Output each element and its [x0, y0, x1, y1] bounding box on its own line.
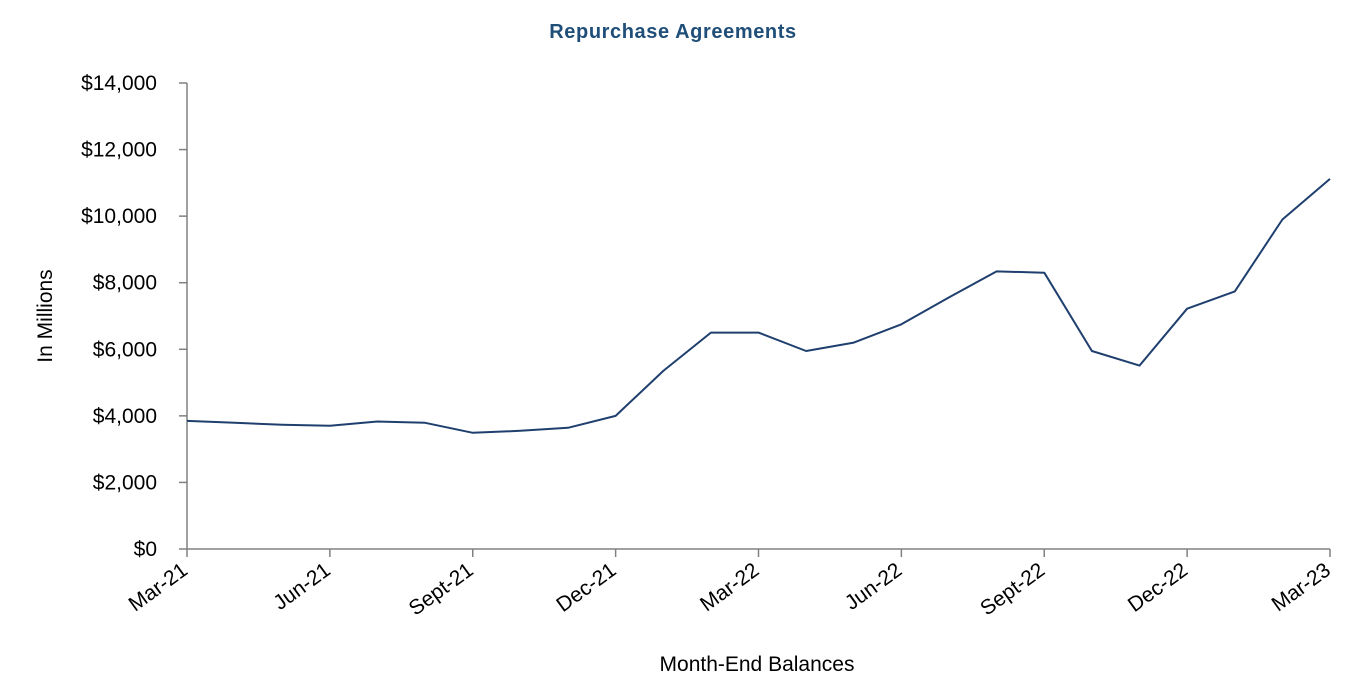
x-tick-label: Sept-21 — [405, 558, 478, 620]
x-tick-label: Jun-22 — [841, 558, 906, 614]
plot-area — [186, 178, 1331, 434]
series-line — [186, 178, 1331, 434]
x-tick-label: Mar-22 — [696, 558, 763, 616]
y-tick-label: $14,000 — [81, 72, 157, 95]
y-tick-label: $4,000 — [93, 405, 157, 428]
x-tick-label: Sept-22 — [976, 558, 1049, 620]
x-axis-label: Month-End Balances — [660, 653, 855, 676]
y-tick-label: $10,000 — [81, 205, 157, 228]
x-tick-label: Mar-23 — [1268, 558, 1335, 616]
y-axis-label: In Millions — [34, 269, 57, 362]
x-tick-label: Dec-21 — [552, 558, 620, 616]
y-tick-label: $2,000 — [93, 471, 157, 494]
x-axis: Mar-21 Jun-21 Sept-21 Dec-21 Mar-22 Jun-22 Sep… — [125, 548, 1335, 620]
x-tick-label: Jun-21 — [269, 558, 334, 614]
y-tick-label: $6,000 — [93, 338, 157, 361]
y-tick-label: $8,000 — [93, 272, 157, 295]
chart-title: Repurchase Agreements — [549, 21, 797, 43]
y-tick-label: $0 — [134, 538, 157, 561]
x-tick-label: Mar-21 — [125, 558, 192, 616]
y-axis: $0 $2,000 $4,000 $6,000 $8,000 $10,000 $12,000… — [81, 72, 188, 561]
y-tick-label: $12,000 — [81, 139, 157, 162]
x-tick-label: Dec-22 — [1124, 558, 1192, 616]
